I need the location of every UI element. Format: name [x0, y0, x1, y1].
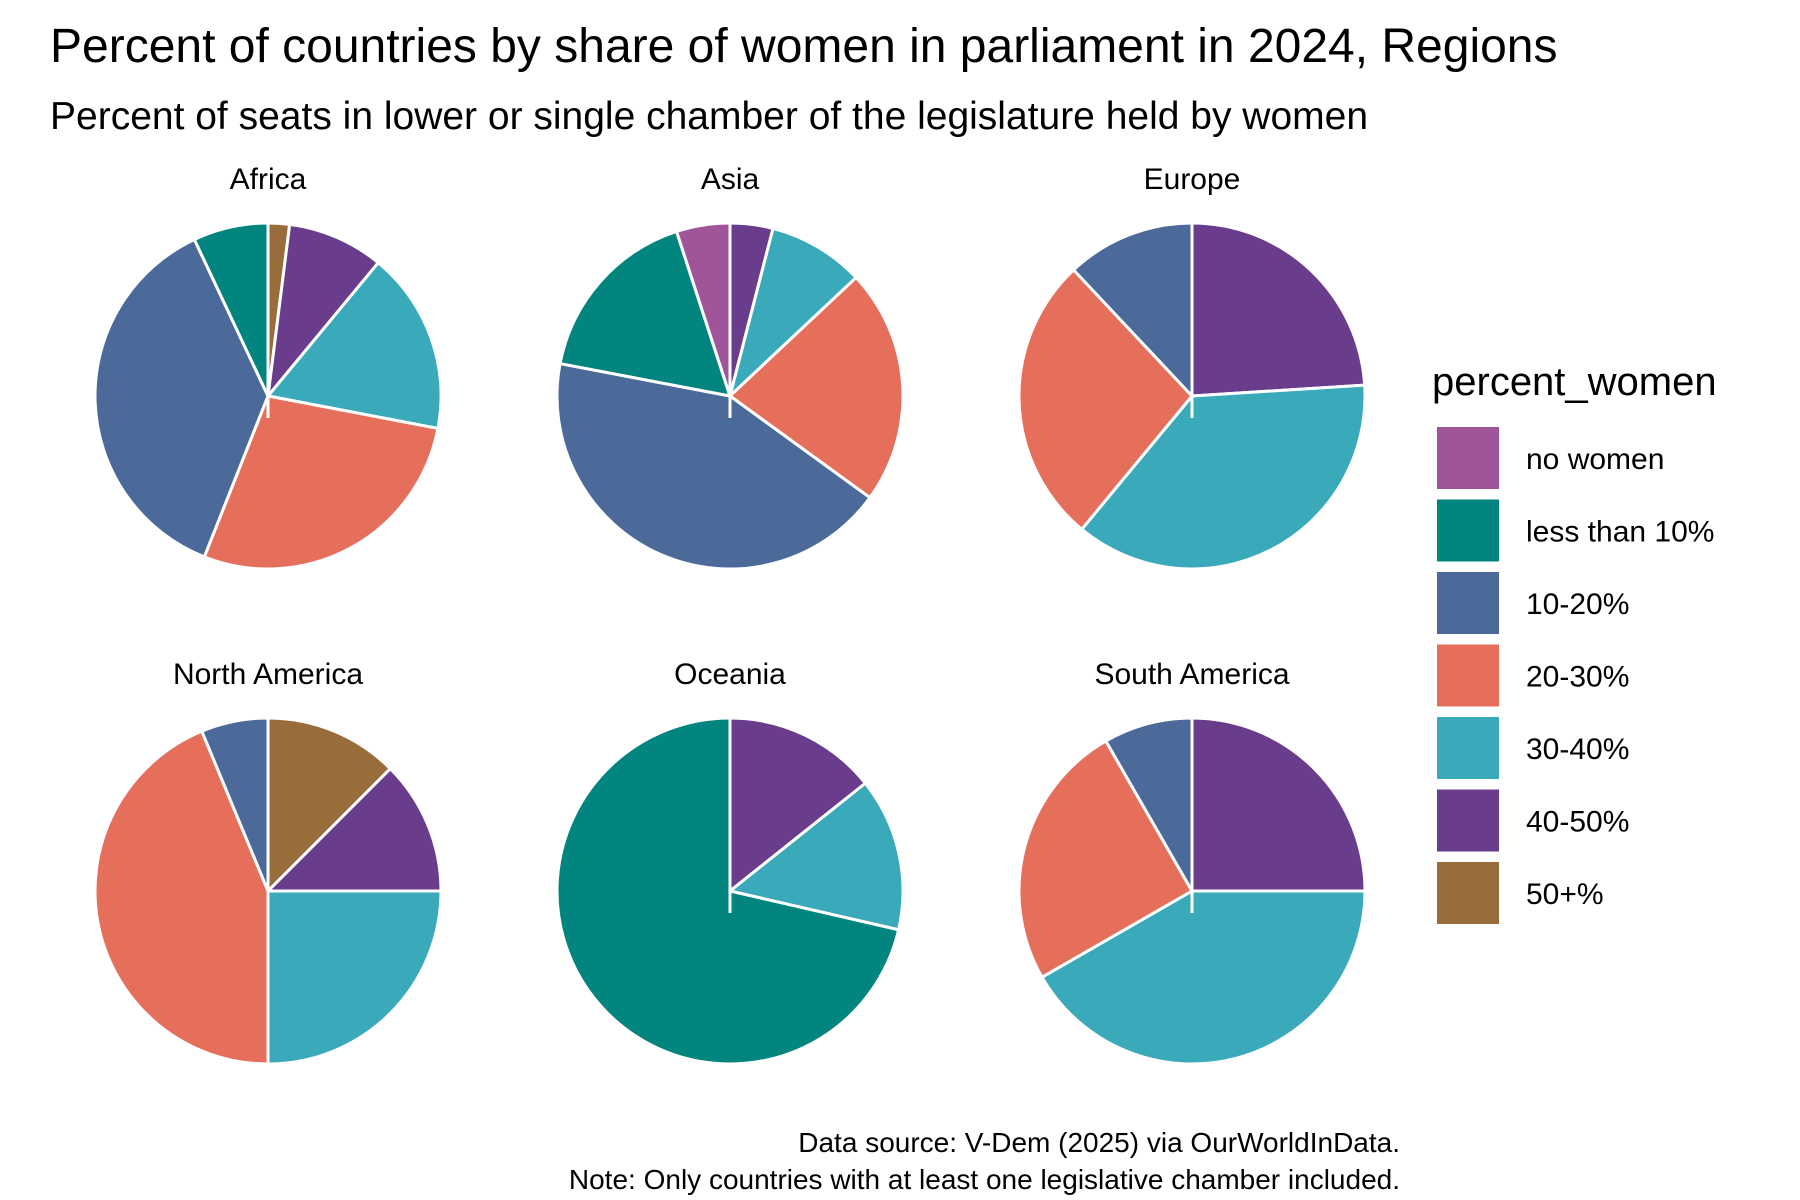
slice-asia-30-40	[728, 226, 858, 398]
slice-south-america-40-50	[1190, 716, 1367, 893]
slice-oceania-less-than-10	[555, 716, 901, 1066]
legend-item-less-than-10: less than 10%	[1437, 499, 1714, 562]
slice-north-america-50	[266, 716, 392, 893]
legend-label-50: 50+%	[1526, 878, 1604, 911]
pie-panel-asia: Asia	[555, 163, 905, 571]
facet-label-south-america: South America	[1094, 658, 1289, 691]
slice-oceania-40-50	[728, 716, 867, 893]
slice-asia-20-30	[728, 276, 905, 500]
legend-item-no-women: no women	[1437, 427, 1664, 489]
pie-panels: Africa Asia Europe North America Oceania Sout…	[93, 163, 1367, 1066]
pie-panel-north-america: North America	[93, 658, 443, 1066]
facet-label-africa: Africa	[230, 163, 307, 196]
legend-label-30-40: 30-40%	[1526, 733, 1629, 766]
slice-africa-less-than-10	[192, 221, 270, 398]
chart-title: Percent of countries by share of women i…	[50, 20, 1558, 73]
legend-title: percent_women	[1432, 360, 1717, 404]
facet-label-asia: Asia	[701, 163, 760, 196]
legend-item-10-20: 10-20%	[1437, 572, 1629, 634]
legend-key-40-50	[1437, 789, 1499, 852]
slice-south-america-30-40	[1040, 889, 1367, 1066]
legend-item-40-50: 40-50%	[1437, 789, 1629, 852]
slice-africa-20-30	[202, 394, 440, 571]
caption-data-source: Data source: V-Dem (2025) via OurWorldIn…	[798, 1127, 1400, 1158]
slice-europe-20-30	[1017, 268, 1194, 531]
legend-label-no-women: no women	[1526, 443, 1664, 476]
slice-north-america-30-40	[266, 889, 443, 1066]
legend-label-10-20: 10-20%	[1526, 588, 1629, 621]
legend-key-50	[1437, 862, 1499, 924]
facet-label-europe: Europe	[1144, 163, 1241, 196]
legend-label-less-than-10: less than 10%	[1526, 516, 1714, 549]
slice-south-america-10-20	[1104, 716, 1194, 893]
slice-north-america-40-50	[266, 767, 443, 893]
slice-north-america-10-20	[200, 716, 270, 893]
slice-north-america-20-30	[93, 729, 270, 1066]
legend-label-20-30: 20-30%	[1526, 661, 1629, 694]
slice-europe-40-50	[1190, 221, 1367, 398]
slice-europe-30-40	[1080, 383, 1367, 571]
slice-asia-no-women	[675, 221, 732, 398]
slice-africa-10-20	[93, 237, 270, 559]
slice-oceania-30-40	[728, 781, 905, 932]
pie-panel-africa: Africa	[93, 163, 443, 571]
caption-note: Note: Only countries with at least one l…	[569, 1164, 1400, 1195]
pie-panel-oceania: Oceania	[555, 658, 905, 1066]
chart-subtitle: Percent of seats in lower or single cham…	[50, 95, 1368, 138]
slice-south-america-20-30	[1017, 739, 1194, 979]
legend-item-30-40: 30-40%	[1437, 717, 1629, 779]
pie-panel-south-america: South America	[1017, 658, 1367, 1066]
legend-item-20-30: 20-30%	[1437, 644, 1629, 707]
legend-key-30-40	[1437, 717, 1499, 779]
legend-key-10-20	[1437, 572, 1499, 634]
legend-key-less-than-10	[1437, 499, 1499, 562]
caption: Data source: V-Dem (2025) via OurWorldIn…	[569, 1127, 1400, 1195]
legend: percent_women no women less than 10% 10-20…	[1432, 360, 1717, 924]
slice-africa-40-50	[266, 222, 380, 398]
facet-label-oceania: Oceania	[674, 658, 786, 691]
slice-africa-30-40	[266, 261, 443, 430]
slice-europe-10-20	[1072, 221, 1194, 398]
slice-asia-less-than-10	[558, 229, 732, 398]
legend-item-50: 50+%	[1437, 862, 1604, 924]
slice-asia-10-20	[555, 362, 872, 571]
pie-panel-europe: Europe	[1017, 163, 1367, 571]
legend-key-no-women	[1437, 427, 1499, 489]
facet-label-north-america: North America	[173, 658, 363, 691]
legend-label-40-50: 40-50%	[1526, 806, 1629, 839]
legend-key-20-30	[1437, 644, 1499, 707]
